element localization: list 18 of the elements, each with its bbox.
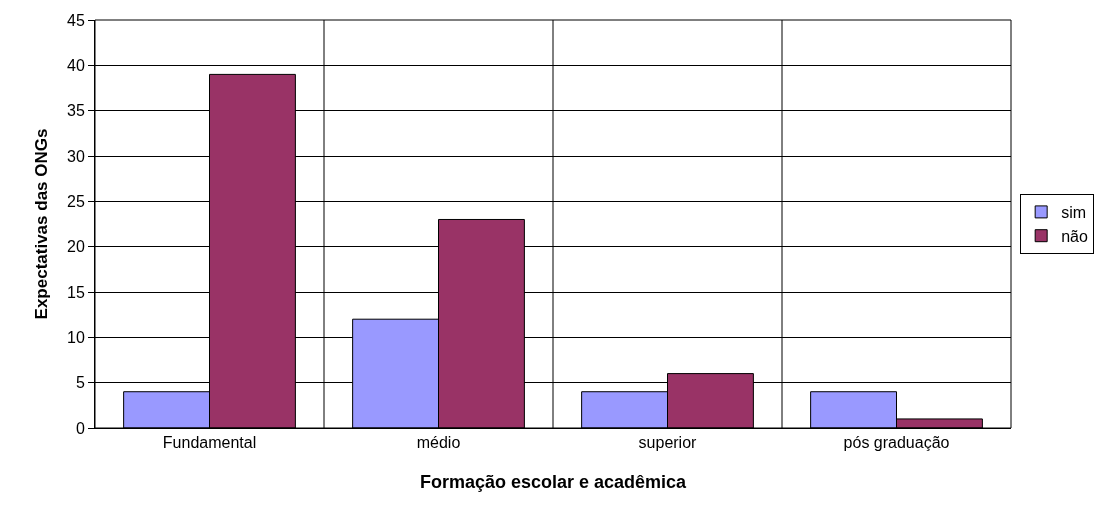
x-tick-label: pós graduação (843, 434, 950, 452)
y-tick-label: 0 (75, 419, 85, 437)
y-axis-title: Expectativas das ONGs (31, 128, 51, 320)
legend-label: sim (1061, 204, 1087, 222)
y-tick-label: 15 (67, 283, 85, 301)
legend-label: não (1061, 227, 1088, 245)
y-tick-label: 10 (67, 328, 85, 346)
y-tick-label: 45 (67, 11, 85, 29)
y-tick-label: 40 (67, 56, 85, 74)
y-tick-label: 5 (75, 374, 85, 392)
y-tick-label: 35 (67, 102, 85, 120)
y-tick-label: 25 (67, 192, 85, 210)
y-tick-label: 20 (67, 238, 85, 256)
y-tick-label: 30 (67, 147, 85, 165)
x-tick-label: Fundamental (162, 434, 257, 452)
x-axis-title: Formação escolar e acadêmica (419, 472, 688, 493)
x-tick-label: superior (638, 434, 698, 452)
x-tick-label: médio (416, 434, 461, 452)
